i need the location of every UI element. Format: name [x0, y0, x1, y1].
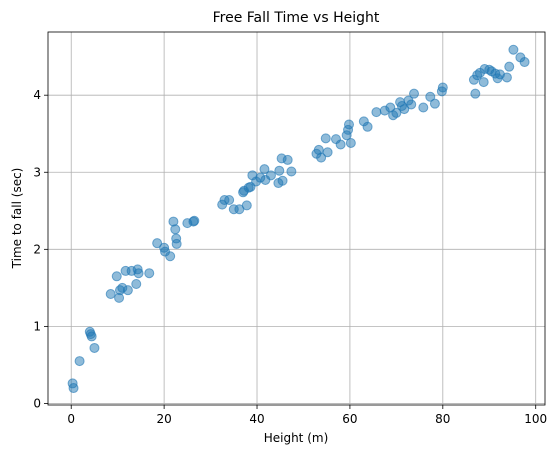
x-tick-label: 40 [249, 412, 264, 426]
x-tick-label: 0 [67, 412, 75, 426]
data-point [345, 137, 356, 148]
data-point [501, 72, 512, 83]
data-point [316, 152, 327, 163]
data-point [131, 279, 142, 290]
data-point [320, 133, 331, 144]
data-point [399, 104, 410, 115]
data-point [259, 164, 270, 175]
data-point [265, 170, 276, 181]
chart-title: Free Fall Time vs Height [213, 10, 380, 26]
y-tick-label: 2 [33, 242, 41, 256]
y-tick-label: 0 [33, 396, 41, 410]
data-point [429, 98, 440, 109]
data-point [286, 166, 297, 177]
data-point [437, 82, 448, 93]
data-point [277, 175, 288, 186]
data-point [362, 121, 373, 132]
y-axis-label: Time to fall (sec) [10, 168, 24, 270]
data-point [68, 383, 79, 394]
data-point [105, 289, 116, 300]
data-point [519, 57, 530, 68]
data-point [335, 139, 346, 150]
data-point [409, 88, 420, 99]
data-point [111, 271, 122, 282]
data-point [170, 224, 181, 235]
data-point [470, 88, 481, 99]
y-tick-label: 3 [33, 165, 41, 179]
x-tick-label: 100 [524, 412, 547, 426]
data-point [343, 119, 354, 130]
y-tick-label: 1 [33, 319, 41, 333]
y-tick-label: 4 [33, 88, 41, 102]
data-point [74, 356, 85, 367]
x-axis-label: Height (m) [264, 431, 329, 445]
data-point [391, 107, 402, 118]
data-point [171, 233, 182, 244]
data-point [478, 77, 489, 88]
data-point [241, 200, 252, 211]
data-point [418, 102, 429, 113]
x-axis-ticks: 0 20 40 60 80 100 [67, 405, 547, 426]
data-point [282, 154, 293, 165]
data-point [122, 285, 133, 296]
data-point [274, 165, 285, 176]
y-axis-ticks: 0 1 2 3 4 [33, 88, 48, 410]
data-point [89, 342, 100, 353]
data-point [504, 61, 515, 72]
data-point [152, 238, 163, 249]
data-point [406, 99, 417, 110]
x-tick-label: 20 [156, 412, 171, 426]
data-point [86, 331, 97, 342]
data-points [67, 44, 530, 394]
data-point [144, 268, 155, 279]
data-point [508, 44, 519, 55]
grid-lines [48, 32, 545, 405]
data-point [165, 251, 176, 262]
data-point [224, 195, 235, 206]
data-point [371, 107, 382, 118]
data-point [322, 147, 333, 158]
x-tick-label: 80 [435, 412, 450, 426]
data-point [425, 91, 436, 102]
data-point [189, 215, 200, 226]
data-point [133, 268, 144, 279]
x-tick-label: 60 [342, 412, 357, 426]
plot-frame [47, 31, 546, 406]
